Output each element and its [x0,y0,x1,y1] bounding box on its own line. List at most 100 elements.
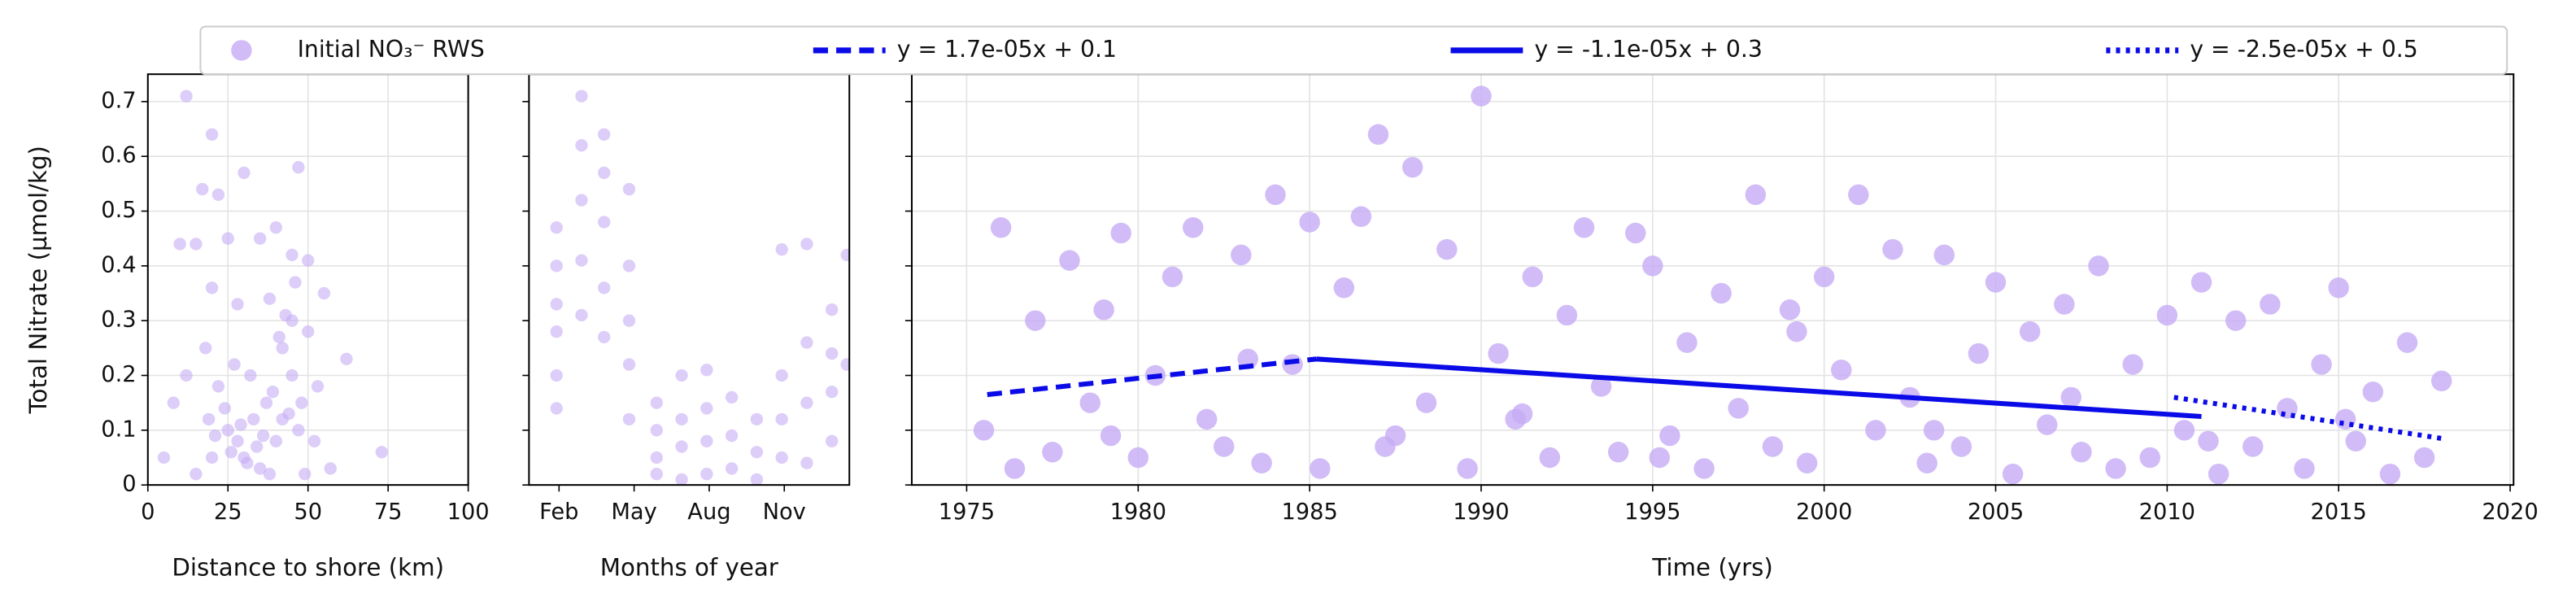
data-point [1985,272,2007,293]
data-point [324,462,337,475]
trend-line [1316,356,2202,420]
data-point [375,446,388,459]
data-point [1415,392,1437,413]
data-point [1590,376,1612,397]
data-point [2060,386,2081,408]
x-tick-label: 75 [374,499,403,525]
data-point [231,298,244,311]
data-point [1079,392,1101,413]
y-tick-label: 0.6 [101,143,136,168]
axes-frame [910,73,2515,486]
x-axis-label: Months of year [600,554,779,582]
data-point [650,468,663,481]
data-point [725,429,739,443]
data-point [800,238,813,251]
data-point [2396,332,2418,353]
data-point [317,286,331,300]
data-point [2379,463,2401,485]
data-point [550,369,563,382]
x-tick-label: 1990 [1453,499,1509,525]
x-tick-label: 2005 [1968,499,2024,525]
data-point [598,281,611,294]
data-point [1100,425,1122,447]
data-point [1457,458,1478,479]
data-point [1711,282,1732,304]
data-point [1265,184,1286,206]
data-point [157,451,171,465]
data-point [302,325,315,338]
x-tick-label: 1980 [1110,499,1166,525]
data-point [800,336,813,349]
data-point [622,314,636,327]
data-point [285,369,299,382]
data-point [1916,452,1937,473]
data-point [1522,266,1543,288]
data-point [1059,250,1080,271]
data-point [840,248,850,262]
data-point [266,386,280,399]
data-point [775,451,788,465]
data-point [840,358,850,371]
data-point [263,468,277,481]
data-point [550,221,563,234]
y-tick-label: 0.1 [101,417,136,442]
trend-line [987,356,1317,398]
data-point [575,254,588,267]
x-tick-label: Feb [539,499,578,525]
legend-label: y = -2.5e-05x + 0.5 [2190,36,2417,63]
data-point [218,402,231,415]
data-point [800,456,813,469]
x-tick-label: 2020 [2482,499,2538,525]
data-point [650,451,663,465]
data-point [1299,212,1320,233]
data-point [700,364,713,377]
x-axis-label: Distance to shore (km) [172,554,444,582]
data-point [251,440,264,453]
data-point [2088,255,2109,277]
data-point [295,396,308,409]
data-point [205,451,219,465]
data-point [253,462,267,475]
data-point [198,342,212,355]
x-tick-label: 2015 [2311,499,2367,525]
data-point [1693,458,1715,479]
data-point [1882,238,1903,260]
x-tick-label: 2000 [1796,499,1852,525]
data-point [598,166,611,180]
data-point [550,325,563,338]
data-point [1933,244,1955,266]
data-point [234,418,247,431]
data-point [622,182,636,196]
data-point [2208,463,2229,485]
data-point [2156,304,2178,326]
data-point [211,188,225,202]
data-point [826,386,839,399]
data-point [1183,216,1204,238]
data-point [622,358,636,371]
data-point [272,330,285,344]
data-point [1162,266,1183,288]
data-point [2002,463,2024,485]
data-point [1367,124,1389,145]
data-point [750,412,764,426]
data-point [575,139,588,152]
plot-area [550,89,850,486]
data-point [228,358,241,371]
data-point [340,352,353,365]
data-point [598,128,611,141]
data-point [269,221,282,234]
y-tick-label: 0.3 [101,308,136,333]
data-point [202,412,216,426]
data-point [1649,447,1670,469]
data-point [2019,321,2041,342]
data-point [550,260,563,273]
data-point [700,434,713,447]
data-point [622,260,636,273]
trend-line [2173,395,2443,441]
data-point [292,160,305,174]
y-tick-label: 0.4 [101,252,136,277]
data-point [575,308,588,322]
data-point [2071,442,2092,463]
y-tick-label: 0 [122,472,136,497]
x-tick-label: 0 [141,499,155,525]
